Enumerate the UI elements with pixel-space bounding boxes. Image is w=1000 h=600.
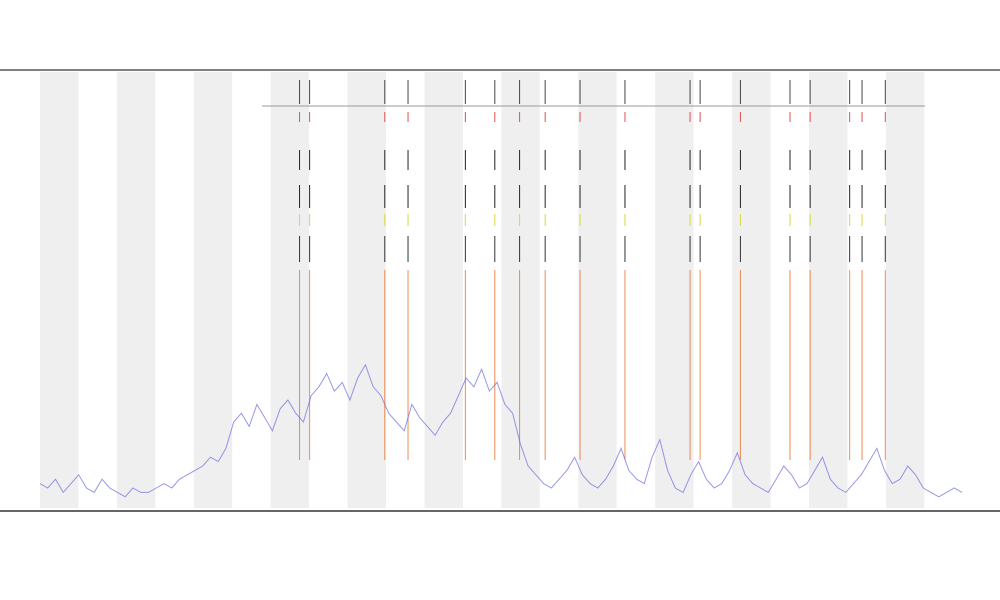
band xyxy=(809,72,848,508)
band xyxy=(116,72,156,508)
band xyxy=(347,72,386,508)
series-line xyxy=(39,363,963,498)
band xyxy=(578,72,617,508)
band xyxy=(270,72,310,508)
background-bands xyxy=(40,72,925,508)
band xyxy=(193,72,233,508)
band xyxy=(40,72,79,508)
band xyxy=(424,72,463,508)
band xyxy=(655,72,694,508)
band xyxy=(732,72,771,508)
band xyxy=(885,72,925,508)
band xyxy=(501,72,540,508)
